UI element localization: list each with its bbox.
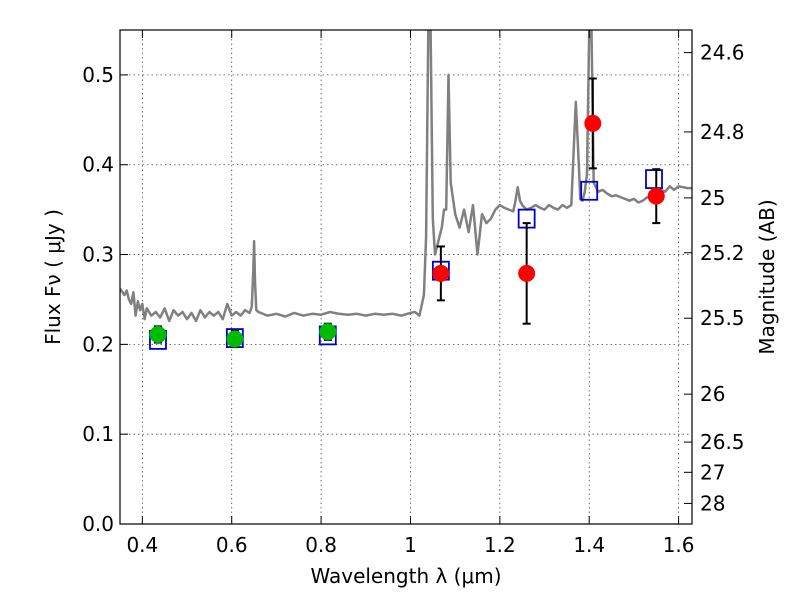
observed-point <box>149 325 167 343</box>
y-tick-label: 0.3 <box>82 243 114 267</box>
y-tick-label: 0.4 <box>82 153 114 177</box>
spectrum-line <box>120 30 692 323</box>
x-tick-label: 1.2 <box>484 533 516 557</box>
mag-tick-label: 24.6 <box>700 41 745 65</box>
x-axis-title: Wavelength λ (μm) <box>310 564 501 588</box>
observed-point <box>647 187 665 205</box>
y-axis-right-title: Magnitude (AB) <box>755 199 779 354</box>
y-axis-title: Flux Fν ( μJy ) <box>41 209 65 345</box>
observed-point <box>226 330 244 348</box>
plot-layer <box>120 30 692 350</box>
x-tick-label: 1.6 <box>663 533 695 557</box>
mag-tick-label: 25.2 <box>700 241 745 265</box>
model-photometry-square <box>580 180 599 201</box>
y-tick-label: 0.5 <box>82 63 114 87</box>
model-photometry-square <box>645 169 663 189</box>
mag-tick-label: 28 <box>700 491 725 515</box>
y-tick-label: 0.0 <box>82 512 114 536</box>
x-tick-label: 0.8 <box>305 533 337 557</box>
y-tick-label: 0.2 <box>82 332 114 356</box>
x-tick-label: 0.6 <box>216 533 248 557</box>
x-tick-label: 1.4 <box>573 533 605 557</box>
observed-point <box>518 264 536 282</box>
plot-frame <box>119 29 693 525</box>
mag-tick-label: 25.5 <box>700 306 745 330</box>
observed-point <box>432 264 450 282</box>
x-tick-label: 1 <box>404 533 417 557</box>
mag-tick-label: 27 <box>700 460 725 484</box>
mag-tick-label: 26 <box>700 382 725 406</box>
mag-tick-label: 25 <box>700 186 725 210</box>
x-tick-label: 0.4 <box>126 533 158 557</box>
grid-layer <box>120 30 692 525</box>
y-tick-label: 0.1 <box>82 422 114 446</box>
mag-tick-label: 24.8 <box>700 120 745 144</box>
mag-tick-label: 26.5 <box>700 430 745 454</box>
tick-layer: 0.4 0.6 0.8 1 1.2 1.4 1.6 0.0 0.1 0.2 0.3 0.4 0.5 24.… <box>82 30 745 557</box>
observed-point <box>584 114 602 132</box>
observed-point <box>319 323 337 341</box>
